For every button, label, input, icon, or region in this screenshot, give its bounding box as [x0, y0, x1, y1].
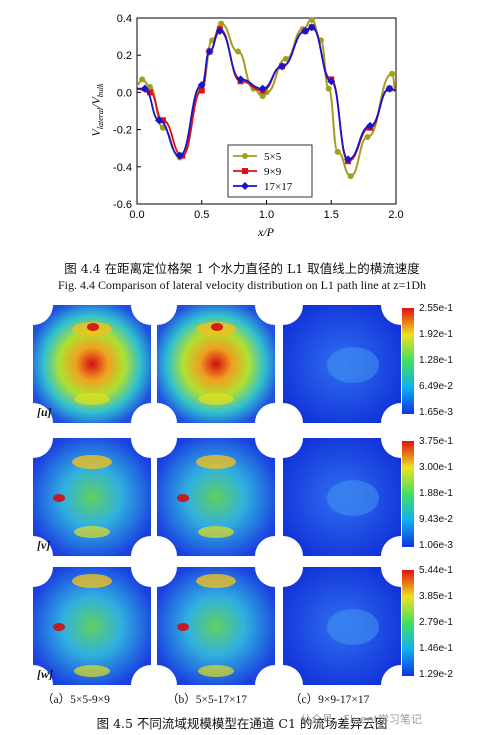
figure-4-5-caption-cn: 图 4.5 不同流域规模模型在通道 C1 的流场差异云图 [96, 716, 388, 731]
lateral-velocity-chart: 0.0 0.5 1.0 1.5 2.0 0.4 0.2 0.0 -0.2 -0.4 -0.6 5×5… [89, 13, 404, 239]
colorbar-tick-label: 3.75e-1 [419, 436, 453, 447]
colorbar-tick-label: 3.00e-1 [419, 462, 453, 473]
data-point [389, 70, 396, 77]
colorbar-tick-label: 9.43e-2 [419, 514, 453, 525]
figure-4-4-caption-cn: 图 4.4 在距离定位格架 1 个水力直径的 L1 取值线上的横流速度 [64, 261, 420, 276]
x-tick-label: 2.0 [388, 209, 403, 221]
watermark: 公众号 · Fluent学习笔记 [300, 713, 422, 726]
y-tick-label: -0.2 [113, 125, 132, 137]
colorbar-tick-label: 1.29e-2 [419, 669, 453, 680]
contour-panel [283, 438, 401, 556]
y-tick-label: 0.4 [117, 13, 132, 25]
data-point [235, 48, 242, 55]
row-label: [u] [37, 405, 52, 419]
colorbar-tick-label: 3.85e-1 [419, 591, 453, 602]
data-point [327, 77, 336, 86]
legend-marker [242, 153, 248, 159]
colorbar-tick-label: 1.28e-1 [419, 355, 453, 366]
legend-label: 9×9 [264, 166, 282, 178]
data-point [301, 27, 310, 36]
subfigure-label: （a）5×5-9×9 [42, 694, 110, 706]
colorbar [402, 441, 414, 547]
data-point [197, 80, 206, 89]
data-point [146, 89, 153, 96]
contour-panel [33, 438, 151, 556]
y-tick-label: 0.2 [117, 50, 132, 62]
data-point [308, 16, 315, 23]
data-point [215, 27, 224, 36]
data-point [278, 62, 287, 71]
row-label: [v] [37, 538, 51, 552]
data-point [205, 47, 214, 56]
colorbar-tick-label: 1.92e-1 [419, 329, 453, 340]
contour-panel [157, 567, 275, 685]
y-tick-label: -0.4 [113, 162, 132, 174]
x-tick-label: 0.0 [129, 209, 144, 221]
contour-panel [157, 438, 275, 556]
x-axis-label: x/P [257, 225, 275, 239]
data-point [334, 148, 341, 155]
data-point [347, 173, 354, 180]
colorbar [402, 308, 414, 414]
data-point [344, 155, 353, 164]
colorbar-tick-label: 1.65e-3 [419, 407, 453, 418]
y-axis-label: Vlateral/Vbulk [89, 83, 105, 137]
colorbar-tick-label: 5.44e-1 [419, 565, 453, 576]
contour-panel [283, 305, 401, 423]
data-point [364, 134, 371, 141]
data-point [258, 84, 267, 93]
contour-panel [33, 567, 151, 685]
data-point [140, 84, 149, 93]
data-point [236, 75, 245, 84]
contour-panel [33, 305, 151, 423]
data-point [218, 20, 225, 27]
subfigure-label: （b）5×5-17×17 [167, 694, 248, 706]
colorbar-tick-label: 2.79e-1 [419, 617, 453, 628]
data-point [259, 93, 266, 100]
legend-label: 5×5 [264, 151, 282, 163]
data-point [366, 121, 375, 130]
colorbar-tick-label: 6.49e-2 [419, 381, 453, 392]
y-tick-label: 0.0 [117, 87, 132, 99]
y-tick-label: -0.6 [113, 199, 132, 211]
data-point [307, 23, 316, 32]
data-point [282, 55, 289, 62]
data-point [139, 76, 146, 83]
legend-label: 17×17 [264, 181, 293, 193]
row-label: [w] [37, 667, 53, 681]
colorbar-tick-label: 1.88e-1 [419, 488, 453, 499]
colorbar-tick-label: 1.06e-3 [419, 540, 453, 551]
colorbar [402, 570, 414, 676]
data-point [155, 116, 164, 125]
subfigure-label: （c）9×9-17×17 [290, 694, 370, 706]
contour-panel [283, 567, 401, 685]
data-point [325, 85, 332, 92]
x-tick-label: 0.5 [194, 209, 209, 221]
figure-4-4-caption-en: Fig. 4.4 Comparison of lateral velocity … [57, 278, 427, 292]
x-tick-label: 1.0 [259, 209, 274, 221]
x-tick-label: 1.5 [324, 209, 339, 221]
contour-panel [157, 305, 275, 423]
colorbar-tick-label: 2.55e-1 [419, 303, 453, 314]
data-point [175, 151, 184, 160]
legend-marker [241, 182, 249, 190]
data-point [385, 84, 394, 93]
legend-marker [242, 168, 248, 174]
colorbar-tick-label: 1.46e-1 [419, 643, 453, 654]
data-point [146, 83, 153, 90]
data-point [198, 87, 205, 94]
